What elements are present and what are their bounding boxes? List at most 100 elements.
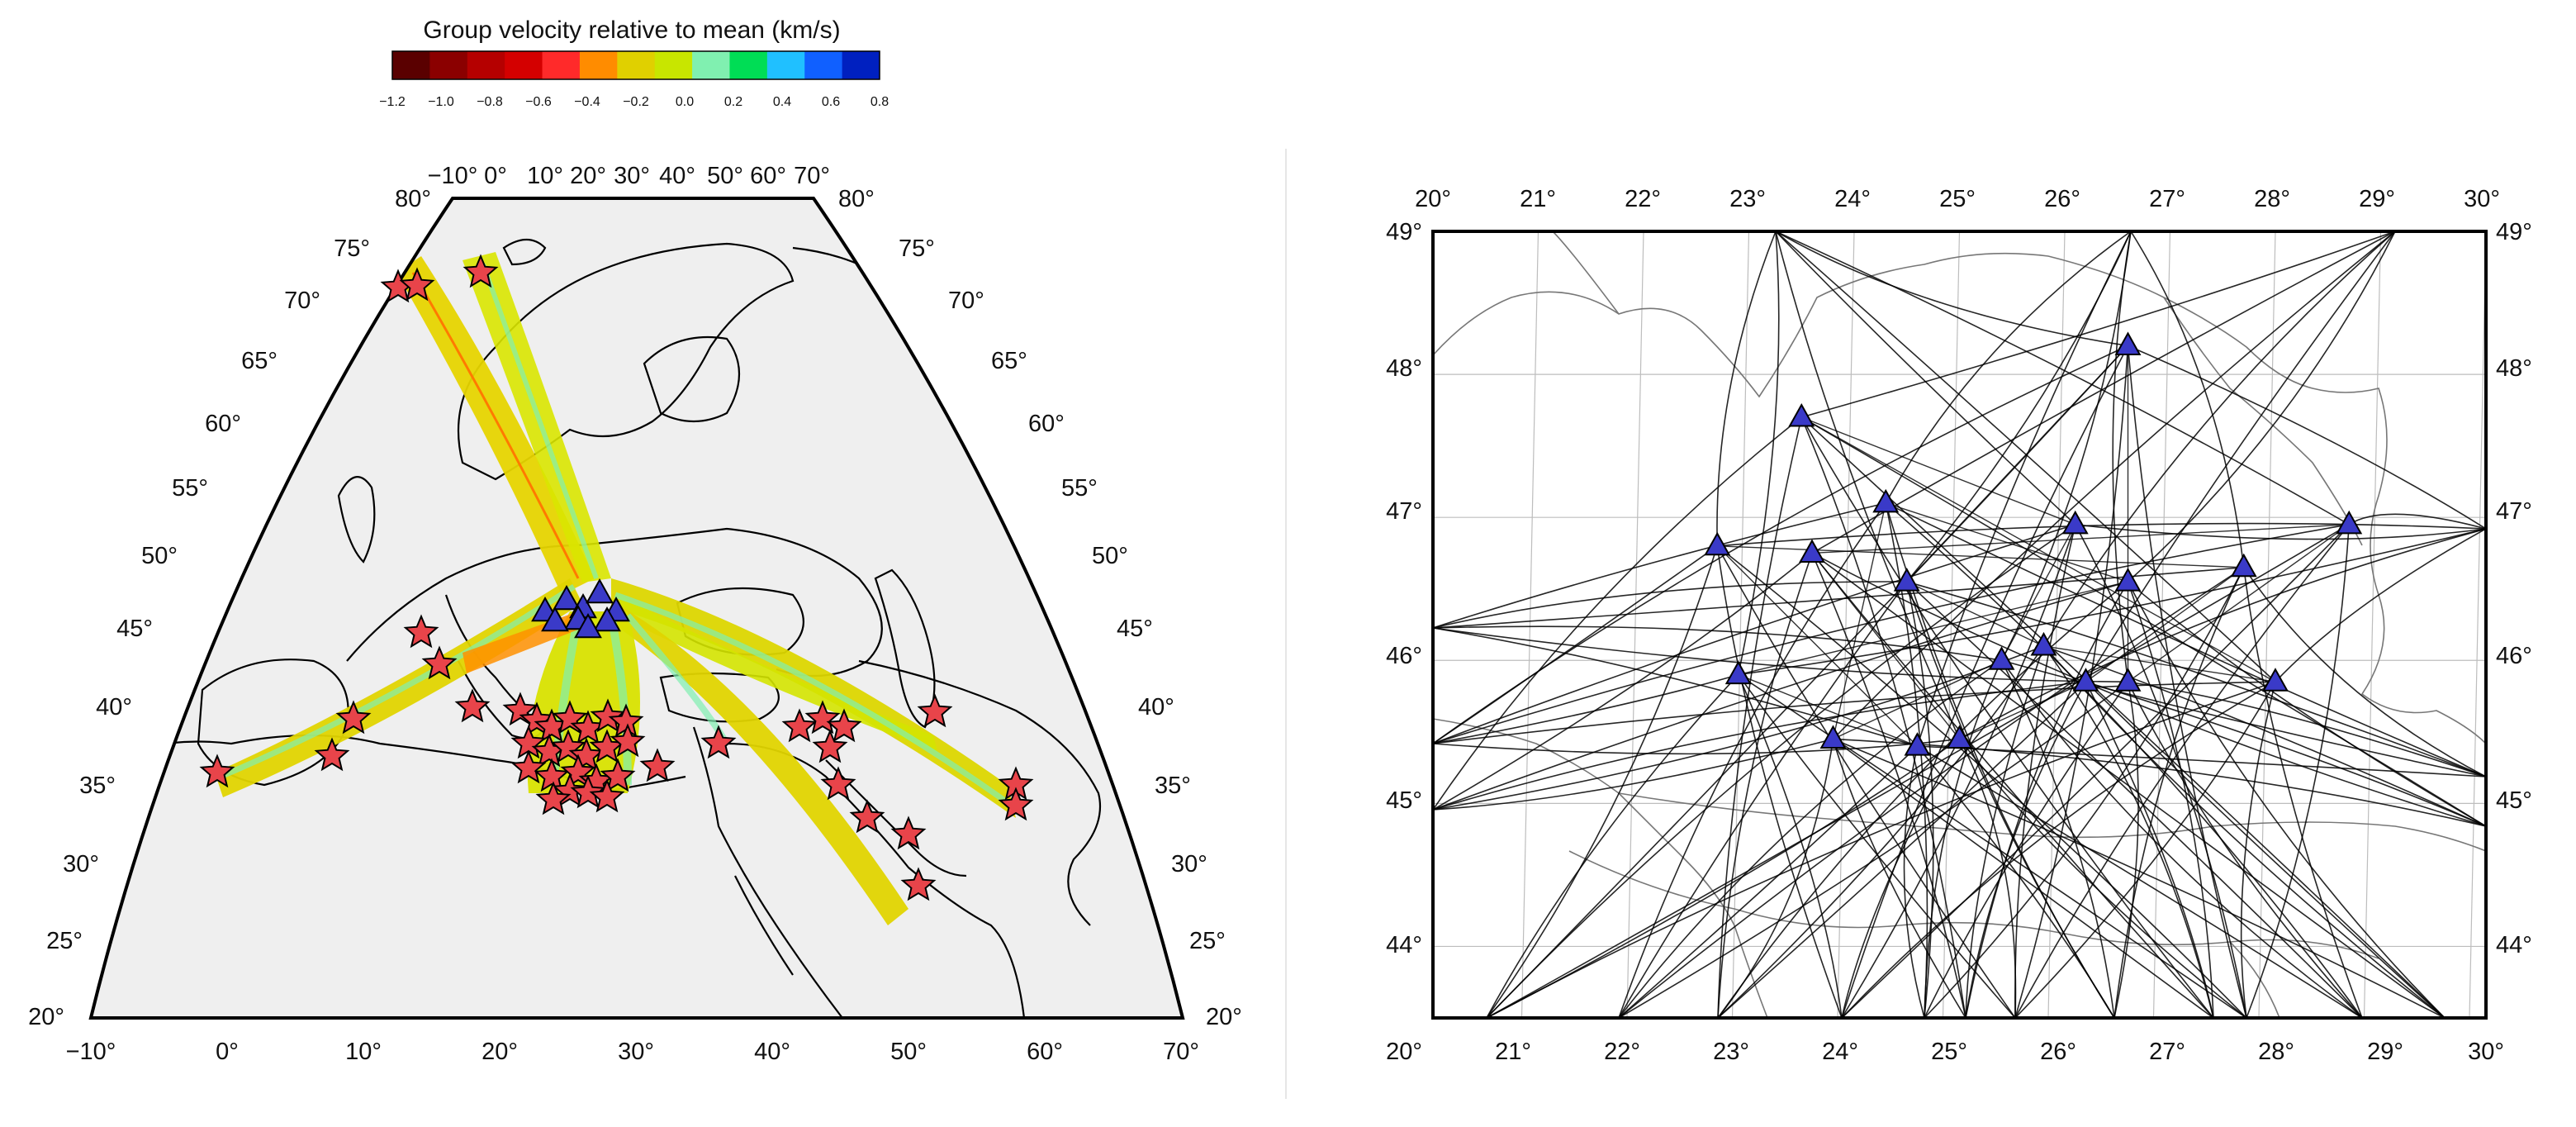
raypath (2127, 581, 2486, 827)
interstation-path (1811, 553, 1961, 739)
lat-label: 48° (1386, 355, 1422, 382)
raypath (1486, 674, 1739, 1018)
raypath (1841, 524, 2350, 1018)
lon-label: 50° (707, 163, 743, 189)
right-map-frame (1431, 230, 2488, 1020)
lon-label: 10° (345, 1039, 382, 1065)
interstation-path (1833, 659, 2002, 740)
station-triangle (2114, 568, 2142, 592)
raypath (1433, 681, 2086, 811)
lon-label: 0° (216, 1039, 239, 1065)
right-lon-labels-bottom: 20° 21° 22° 23° 24° 25° 26° 27° 28° 29° … (1386, 1039, 2504, 1065)
left-map-raypaths (209, 252, 1016, 925)
lat-label: 70° (284, 288, 320, 314)
event-star (463, 254, 499, 288)
colorbar-tick: 0.8 (871, 95, 889, 109)
station-triangle (593, 606, 621, 632)
station-triangle (1704, 531, 1731, 556)
lon-label: 60° (1027, 1039, 1063, 1065)
colorbar-swatch (729, 51, 768, 79)
raypath (1801, 231, 2396, 418)
lon-label: 60° (750, 163, 786, 189)
lat-label: 20° (28, 1004, 64, 1030)
lon-label: 10° (527, 163, 563, 189)
colorbar-swatch (692, 51, 730, 79)
raypath (1906, 581, 2363, 1018)
raypath-band (618, 595, 937, 752)
colorbar-swatch (505, 51, 543, 79)
raypath-line (209, 584, 576, 784)
raypath (1775, 231, 2350, 525)
raypath (1775, 231, 2128, 347)
graticule-meridian (1837, 231, 1855, 1018)
lon-label: −10° (428, 163, 478, 189)
lon-label: 40° (754, 1039, 790, 1065)
raypath (1433, 645, 2044, 811)
interstation-path (1811, 524, 2350, 554)
station-triangle (2061, 510, 2089, 535)
lon-label: 30° (2468, 1039, 2504, 1065)
event-star (700, 725, 737, 759)
lat-label: 48° (2496, 355, 2532, 382)
colorbar-tick: −0.2 (623, 95, 649, 109)
panel-divider (1285, 149, 1287, 1099)
right-lon-labels-top: 20° 21° 22° 23° 24° 25° 26° 27° 28° 29° … (1415, 186, 2500, 212)
colorbar-tick: 0.6 (822, 95, 840, 109)
station-triangle (1904, 732, 1931, 756)
lon-label: 50° (890, 1039, 927, 1065)
raypath (2127, 345, 2247, 1018)
colorbar-tick: −1.0 (428, 95, 454, 109)
raypath (1905, 581, 2115, 1018)
raypath (1618, 581, 1908, 1018)
raypath-band (396, 256, 595, 595)
event-star (826, 708, 862, 743)
raypath (1486, 681, 2276, 1018)
station-triangle (1872, 488, 1900, 513)
raypath (2127, 231, 2396, 583)
interstation-path (1800, 416, 2276, 682)
event-star (399, 267, 435, 302)
lat-label: 65° (241, 348, 278, 374)
lon-label: 30° (2464, 186, 2500, 212)
raypath (2113, 567, 2245, 1018)
lat-label: 45° (116, 616, 153, 642)
raypath (1433, 627, 2128, 683)
raypath (2042, 645, 2446, 1018)
event-star (917, 693, 953, 728)
raypath (1486, 524, 2076, 1018)
interstation-path (1959, 681, 2086, 740)
raypath (1433, 673, 1739, 744)
right-map: 20° 21° 22° 23° 24° 25° 26° 27° 28° 29° … (1386, 186, 2532, 1065)
station-triangle (2072, 668, 2099, 692)
lat-label: 50° (141, 543, 178, 569)
lat-label: 25° (1189, 928, 1226, 954)
raypath (1433, 524, 2350, 744)
right-lat-labels-east: 44° 45° 46° 47° 48° 49° (2496, 219, 2532, 958)
raypath (1905, 581, 1934, 1018)
right-map-raypaths (1433, 231, 2486, 1018)
raypath (1832, 739, 1966, 1018)
raypath (1841, 739, 1961, 1018)
left-lat-labels-west: 20° 25° 30° 35° 40° 45° 50° 55° 60° 65° … (28, 186, 431, 1030)
interstation-path (2043, 645, 2276, 682)
interstation-path (1832, 502, 1886, 739)
lon-label: 30° (618, 1039, 654, 1065)
lat-label: 40° (1138, 694, 1174, 720)
raypath (1885, 502, 1928, 1018)
left-map-stations (531, 578, 630, 639)
colorbar-tick: −0.6 (525, 95, 552, 109)
lat-label: 50° (1092, 543, 1128, 569)
raypath (2085, 681, 2214, 1018)
event-star (570, 774, 606, 809)
lon-label: 0° (484, 163, 507, 189)
lon-label: 23° (1713, 1039, 1749, 1065)
graticule-meridian (2469, 231, 2486, 1018)
raypath (1717, 416, 1803, 1018)
raypath (1717, 645, 2045, 1018)
interstation-path (1800, 416, 2076, 525)
raypath (1833, 738, 2486, 827)
lon-label: 27° (2149, 1039, 2185, 1065)
raypath (1433, 581, 1907, 629)
raypath (2042, 231, 2396, 647)
lat-label: 35° (79, 773, 116, 799)
